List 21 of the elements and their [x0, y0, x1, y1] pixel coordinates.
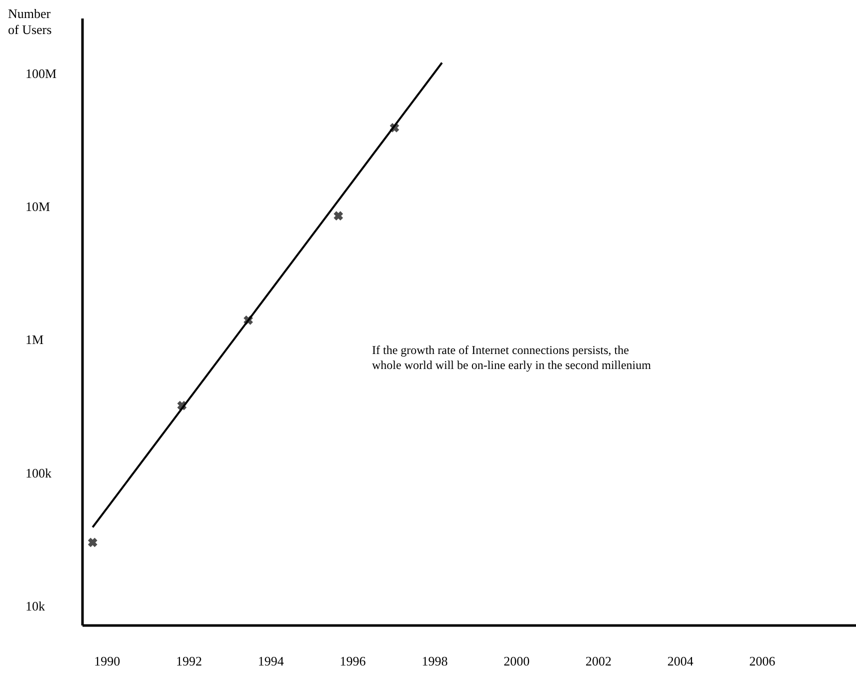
point	[334, 211, 344, 221]
x-tick-label: 2004	[667, 654, 694, 668]
point	[88, 538, 98, 548]
point	[177, 400, 187, 410]
x-tick-label: 1996	[340, 654, 366, 668]
annotation: If the growth rate of Internet connections persists, the whole world will be on-line early in the second millenium	[372, 343, 652, 372]
y-tick-label: 100M	[26, 66, 57, 81]
y-tick-label: 1M	[26, 332, 44, 348]
y-axis-title: Number of Users	[8, 6, 52, 37]
x-tick-label: 2002	[586, 654, 612, 668]
x-tick-label: 1994	[258, 654, 284, 668]
x-tick-label: 1990	[94, 654, 120, 668]
point	[244, 315, 253, 325]
x-tick-label: 1998	[422, 654, 448, 668]
y-tick-label: 10k	[26, 598, 46, 614]
x-tick-label: 2006	[749, 654, 776, 668]
x-tick-label: 2000	[504, 654, 530, 668]
y-tick-label: 100k	[26, 465, 52, 480]
point	[390, 123, 400, 132]
x-tick-label: 1992	[176, 654, 202, 668]
y-tick-label: 10M	[26, 198, 50, 214]
